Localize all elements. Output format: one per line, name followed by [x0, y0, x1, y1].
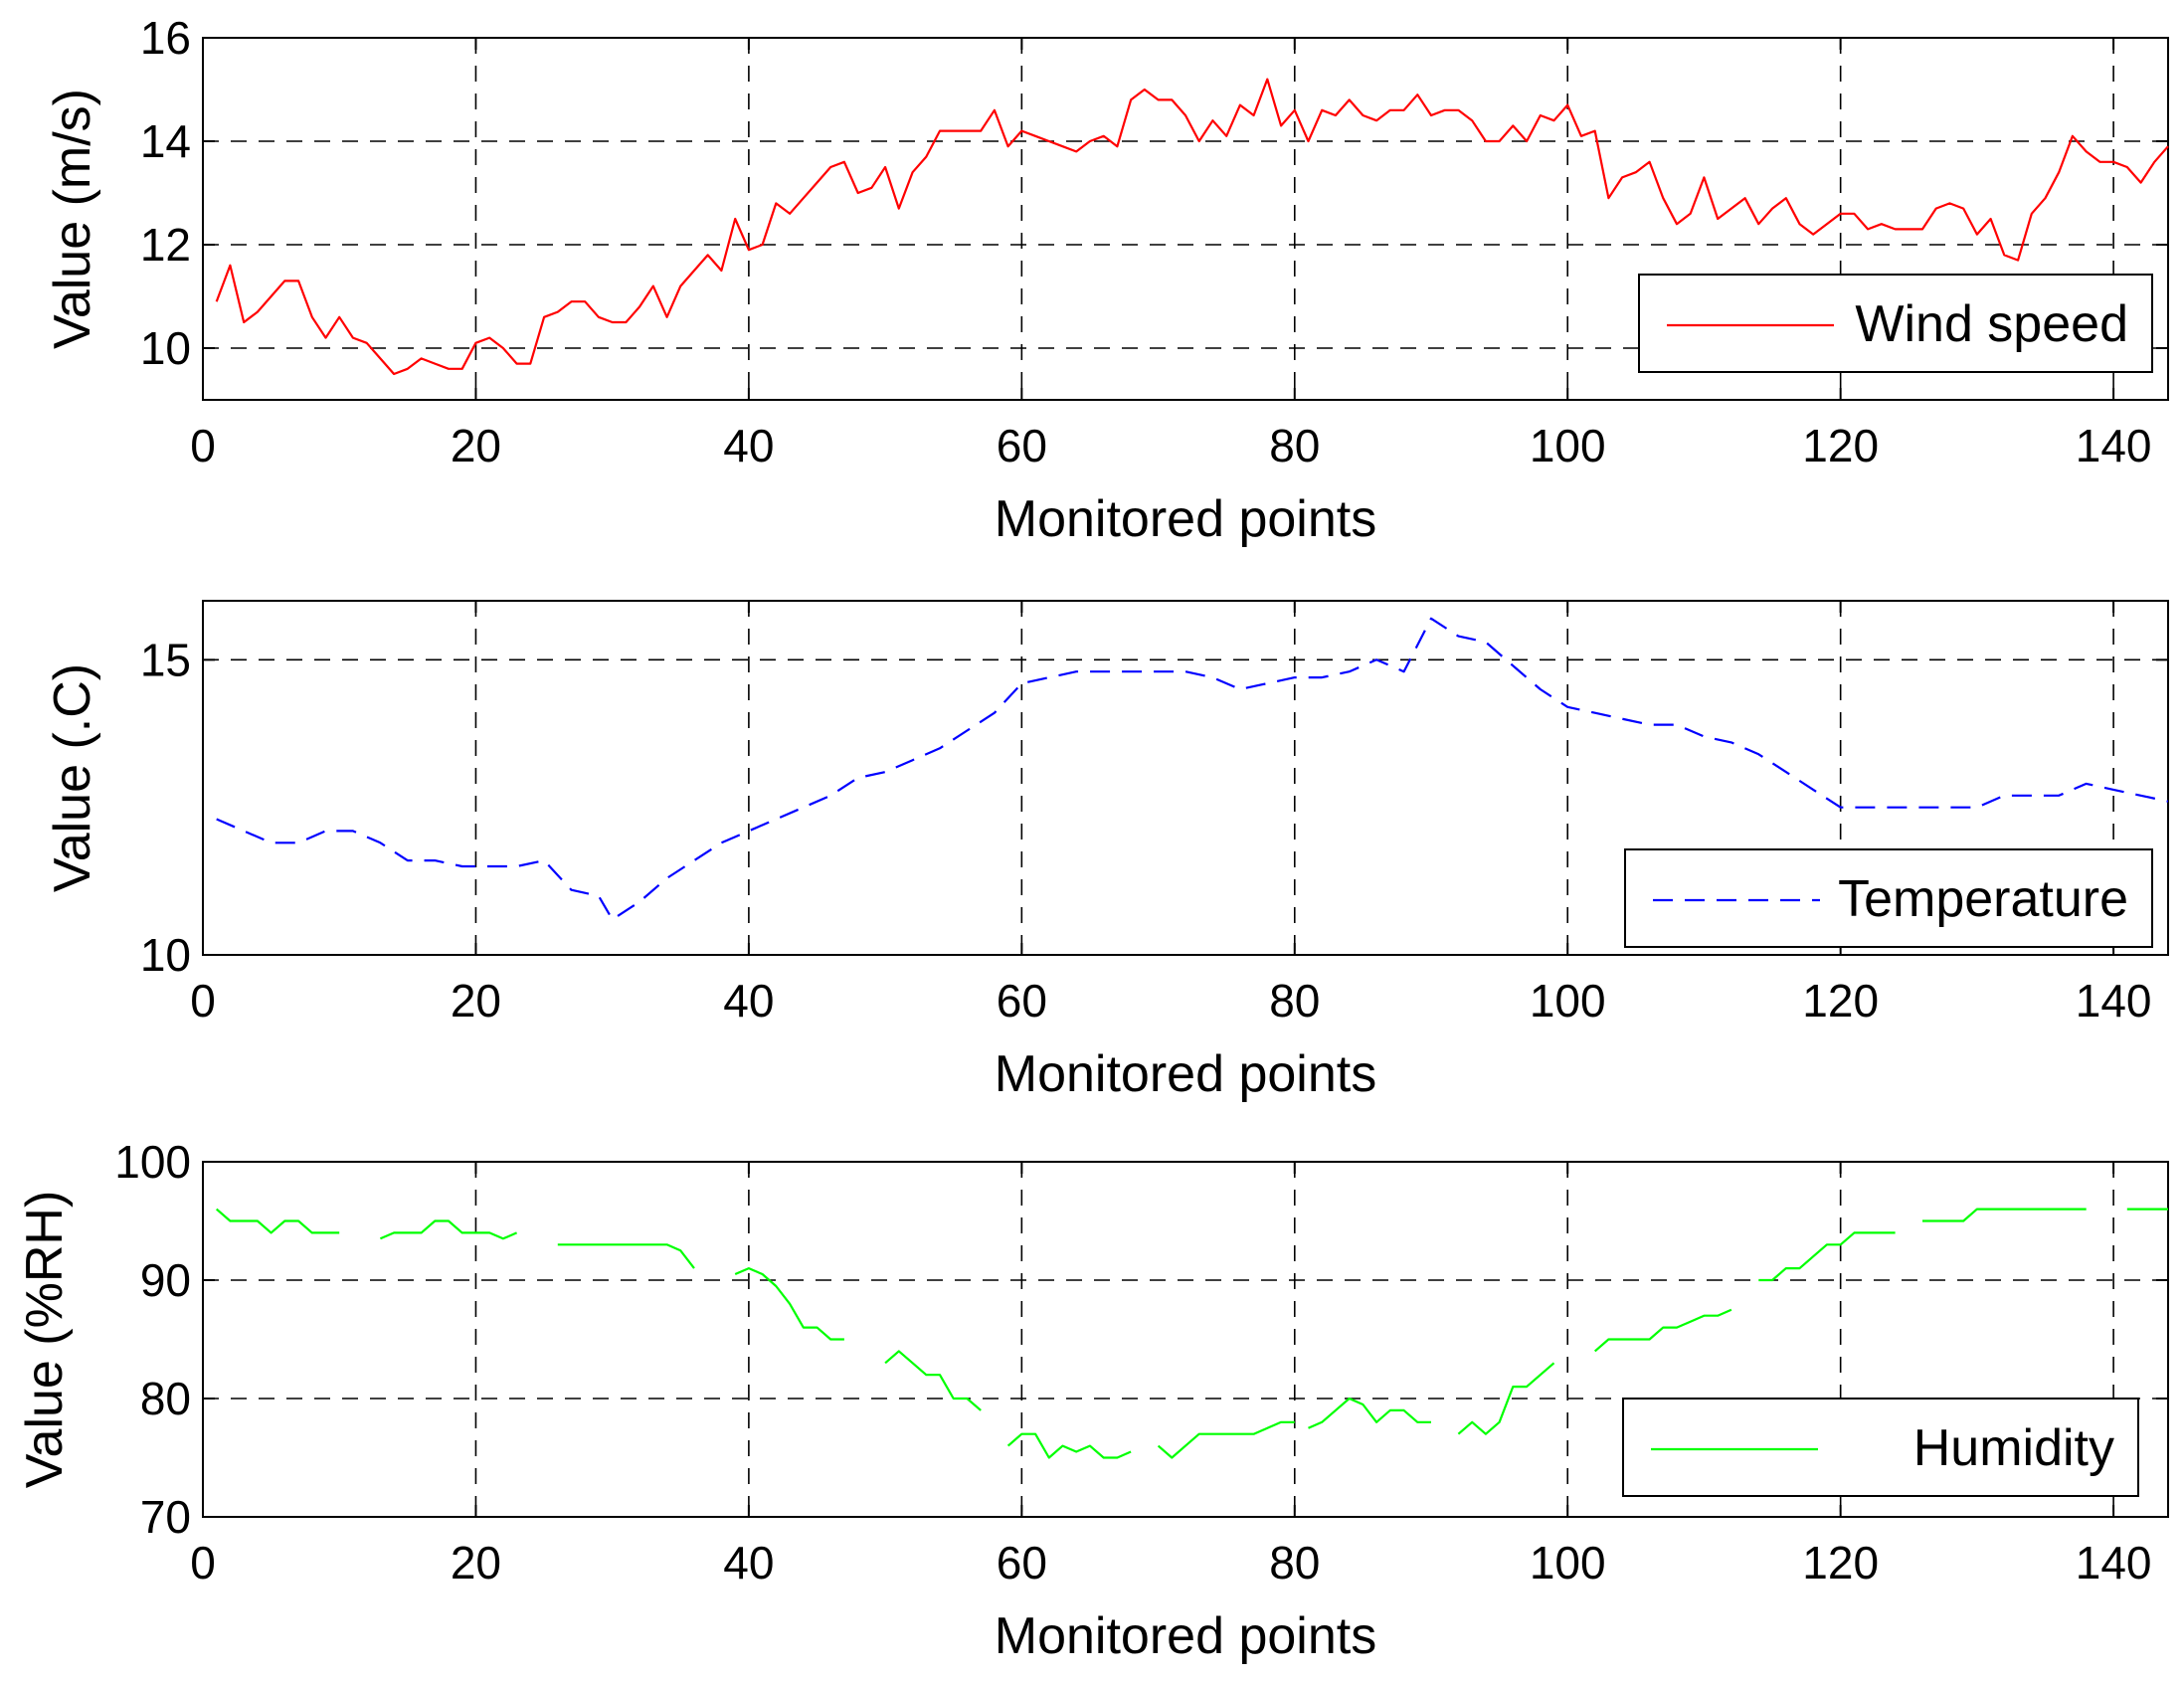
y-tick-label: 12	[140, 219, 191, 271]
x-tick-label: 40	[723, 420, 774, 471]
series-line	[1758, 1231, 1896, 1282]
y-axis-label: Value (.C)	[44, 663, 101, 892]
legend-box	[1624, 848, 2153, 948]
series-line	[215, 78, 2169, 376]
series-line	[1308, 1397, 1431, 1429]
x-tick-label: 60	[997, 975, 1047, 1027]
x-tick-label: 140	[2076, 1537, 2152, 1588]
legend-label: Wind speed	[1855, 295, 2128, 353]
series-line	[1593, 1308, 1732, 1353]
x-tick-label: 120	[1802, 1537, 1879, 1588]
legend: Temperature	[1624, 848, 2153, 948]
x-tick-label: 60	[997, 420, 1047, 471]
x-tick-label: 120	[1802, 975, 1879, 1027]
wind-speed-chart: 0 20 40 60 80 100 120 140 10 12 14 16 Monitored poin…	[44, 12, 2169, 548]
series-line	[884, 1350, 982, 1411]
x-axis-label: Monitored points	[995, 490, 1376, 548]
x-tick-label: 0	[190, 1537, 216, 1588]
series-line	[734, 1266, 844, 1341]
legend-box	[1638, 274, 2153, 373]
legend: Humidity	[1622, 1398, 2139, 1497]
y-tick-label: 10	[140, 322, 191, 374]
ticks: 0 20 40 60 80 100 120 140 10 12 14 16	[140, 12, 2168, 471]
legend-box	[1622, 1398, 2139, 1497]
ticks: 0 20 40 60 80 100 120 140 10 15	[140, 601, 2168, 1027]
y-tick-label: 70	[140, 1491, 191, 1543]
series-line	[1922, 1208, 2087, 1222]
x-tick-label: 40	[723, 1537, 774, 1588]
temperature-chart: 0 20 40 60 80 100 120 140 10 15 Monitored points Va…	[44, 600, 2169, 1103]
legend-label: Temperature	[1838, 870, 2128, 928]
x-tick-label: 20	[451, 1537, 501, 1588]
x-tick-label: 100	[1530, 975, 1606, 1027]
series-line	[216, 617, 2169, 921]
x-tick-label: 80	[1269, 420, 1320, 471]
series-line	[1157, 1420, 1295, 1459]
x-tick-label: 20	[451, 975, 501, 1027]
y-tick-label: 15	[140, 634, 191, 685]
series-wind-speed	[215, 78, 2169, 376]
y-axis-label: Value (%RH)	[16, 1191, 74, 1489]
series-line	[1457, 1362, 1555, 1435]
legend-label: Humidity	[1913, 1419, 2114, 1477]
series-line	[1006, 1432, 1132, 1459]
y-axis-label: Value (m/s)	[44, 89, 101, 349]
humidity-chart: 0 20 40 60 80 100 120 140 70 80 90 100 Monitored poi…	[16, 1136, 2169, 1665]
series-line	[557, 1243, 695, 1269]
y-tick-label: 80	[140, 1373, 191, 1424]
x-tick-label: 100	[1530, 1537, 1606, 1588]
x-axis-label: Monitored points	[995, 1607, 1376, 1665]
series-humidity	[215, 1208, 2168, 1459]
x-tick-label: 0	[190, 420, 216, 471]
x-tick-label: 80	[1269, 1537, 1320, 1588]
y-tick-label: 90	[140, 1254, 191, 1306]
x-axis-label: Monitored points	[995, 1045, 1376, 1103]
x-tick-label: 120	[1802, 420, 1879, 471]
y-tick-label: 100	[114, 1136, 191, 1188]
grid	[203, 38, 2168, 400]
x-tick-label: 20	[451, 420, 501, 471]
grid	[203, 1162, 2168, 1517]
y-tick-label: 14	[140, 115, 191, 167]
x-tick-label: 140	[2076, 420, 2152, 471]
x-tick-label: 0	[190, 975, 216, 1027]
x-tick-label: 60	[997, 1537, 1047, 1588]
y-tick-label: 10	[140, 929, 191, 981]
grid	[203, 601, 2168, 955]
ticks: 0 20 40 60 80 100 120 140 70 80 90 100	[114, 1136, 2168, 1588]
series-line	[215, 1208, 340, 1234]
series-line	[379, 1219, 518, 1240]
x-tick-label: 100	[1530, 420, 1606, 471]
x-tick-label: 140	[2076, 975, 2152, 1027]
x-tick-label: 80	[1269, 975, 1320, 1027]
x-tick-label: 40	[723, 975, 774, 1027]
series-temperature	[216, 617, 2169, 921]
legend: Wind speed	[1638, 274, 2153, 373]
y-tick-label: 16	[140, 12, 191, 64]
